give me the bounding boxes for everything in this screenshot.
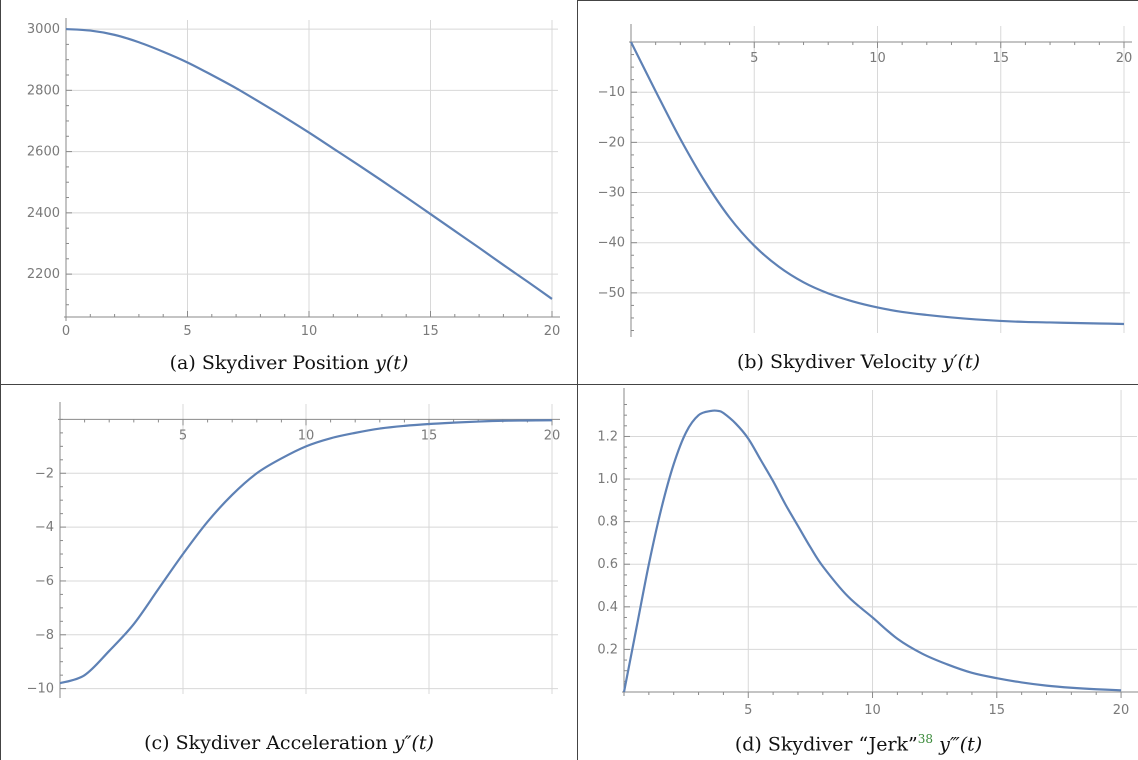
y-tick-label: −8 xyxy=(35,628,54,643)
x-tick-label: 20 xyxy=(544,324,561,339)
y-tick-label: 0.8 xyxy=(597,515,618,530)
y-tick-label: 3000 xyxy=(27,22,60,37)
x-tick-label: 20 xyxy=(1116,51,1133,66)
x-tick-label: 5 xyxy=(179,428,187,443)
y-tick-label: −20 xyxy=(598,135,625,150)
x-tick-label: 10 xyxy=(301,324,318,339)
caption-jerk: (d) Skydiver “Jerk”38 y‴(t) xyxy=(579,732,1138,755)
series-line xyxy=(622,409,1122,693)
y-tick-label: −10 xyxy=(27,682,54,697)
y-tick-label: 1.0 xyxy=(597,472,618,487)
y-tick-label: 0.6 xyxy=(597,557,618,572)
x-tick-label: 10 xyxy=(864,703,881,718)
panel-position: 0 5 10 15 20 2200 2400 2600 2800 3000 (a) Skydive… xyxy=(2,0,576,384)
caption-position: (a) Skydiver Position y(t) xyxy=(2,352,576,374)
grid xyxy=(624,390,1137,692)
frame-middle xyxy=(577,0,578,760)
frame-left xyxy=(0,0,1,760)
caption-acceleration: (c) Skydiver Acceleration y″(t) xyxy=(2,732,576,754)
frame-row-divider xyxy=(0,384,1138,385)
panel-acceleration: 5 10 15 20 −2 −4 −6 −8 −10 (c) Skydiver Accelera… xyxy=(2,386,576,760)
panel-velocity: 5 10 15 20 −10 −20 −30 −40 −50 (b) Skydiver Velo… xyxy=(579,1,1138,384)
y-tick-label: 0.2 xyxy=(597,642,618,657)
axes xyxy=(622,388,1138,698)
grid xyxy=(60,404,558,694)
x-tick-label: 5 xyxy=(750,51,758,66)
caption-jerk-text: (d) Skydiver “Jerk” xyxy=(734,733,918,756)
y-tick-label: −6 xyxy=(35,574,54,589)
acceleration-chart: 5 10 15 20 −2 −4 −6 −8 −10 xyxy=(27,402,561,698)
grid xyxy=(65,20,558,317)
series-line xyxy=(59,419,553,685)
x-tick-label: 10 xyxy=(298,428,315,443)
caption-acceleration-text: (c) Skydiver Acceleration xyxy=(144,732,394,754)
y-tick-label: 1.2 xyxy=(597,429,618,444)
caption-position-text: (a) Skydiver Position xyxy=(169,352,376,374)
y-tick-label: −40 xyxy=(598,236,625,251)
axes xyxy=(629,24,1132,337)
axes xyxy=(64,18,560,321)
x-tick-label: 15 xyxy=(422,324,439,339)
y-tick-label: −10 xyxy=(598,85,625,100)
caption-velocity-math: y′(t) xyxy=(942,351,980,373)
tick-labels: 5 10 15 20 −2 −4 −6 −8 −10 xyxy=(27,428,561,696)
caption-jerk-math: y‴(t) xyxy=(933,733,983,756)
y-tick-label: 0.4 xyxy=(597,600,618,615)
x-tick-label: 15 xyxy=(421,428,438,443)
y-tick-label: −50 xyxy=(598,286,625,301)
tick-labels: 5 10 15 20 0.2 0.4 0.6 0.8 1.0 1.2 xyxy=(597,429,1129,718)
x-tick-label: 20 xyxy=(1113,703,1130,718)
x-tick-label: 15 xyxy=(989,703,1006,718)
y-tick-label: −30 xyxy=(598,186,625,201)
x-tick-label: 15 xyxy=(992,51,1009,66)
caption-velocity-text: (b) Skydiver Velocity xyxy=(736,351,943,373)
y-tick-label: −4 xyxy=(35,520,54,535)
y-tick-label: 2600 xyxy=(27,145,60,160)
tick-labels: 5 10 15 20 −10 −20 −30 −40 −50 xyxy=(598,51,1133,301)
y-tick-label: −2 xyxy=(35,466,54,481)
position-chart: 0 5 10 15 20 2200 2400 2600 2800 3000 xyxy=(27,18,560,339)
series-line xyxy=(630,41,1125,326)
y-tick-label: 2200 xyxy=(27,267,60,282)
caption-jerk-footnote: 38 xyxy=(917,732,934,746)
jerk-chart: 5 10 15 20 0.2 0.4 0.6 0.8 1.0 1.2 xyxy=(597,388,1138,718)
x-tick-label: 5 xyxy=(183,324,191,339)
y-tick-label: 2400 xyxy=(27,206,60,221)
axes xyxy=(58,402,560,698)
x-tick-label: 20 xyxy=(544,428,561,443)
frame-top-right xyxy=(577,0,1138,1)
panel-jerk: 5 10 15 20 0.2 0.4 0.6 0.8 1.0 1.2 (d) Skydiver “… xyxy=(579,386,1138,760)
caption-acceleration-math: y″(t) xyxy=(393,732,434,754)
grid xyxy=(631,26,1130,333)
y-tick-label: 2800 xyxy=(27,83,60,98)
x-tick-label: 10 xyxy=(869,51,886,66)
velocity-chart: 5 10 15 20 −10 −20 −30 −40 −50 xyxy=(598,24,1133,337)
tick-labels: 0 5 10 15 20 2200 2400 2600 2800 3000 xyxy=(27,22,560,339)
caption-velocity: (b) Skydiver Velocity y′(t) xyxy=(579,351,1138,373)
x-tick-label: 0 xyxy=(62,324,70,339)
x-tick-label: 5 xyxy=(744,703,752,718)
series-line xyxy=(65,27,553,300)
caption-position-math: y(t) xyxy=(375,352,409,374)
